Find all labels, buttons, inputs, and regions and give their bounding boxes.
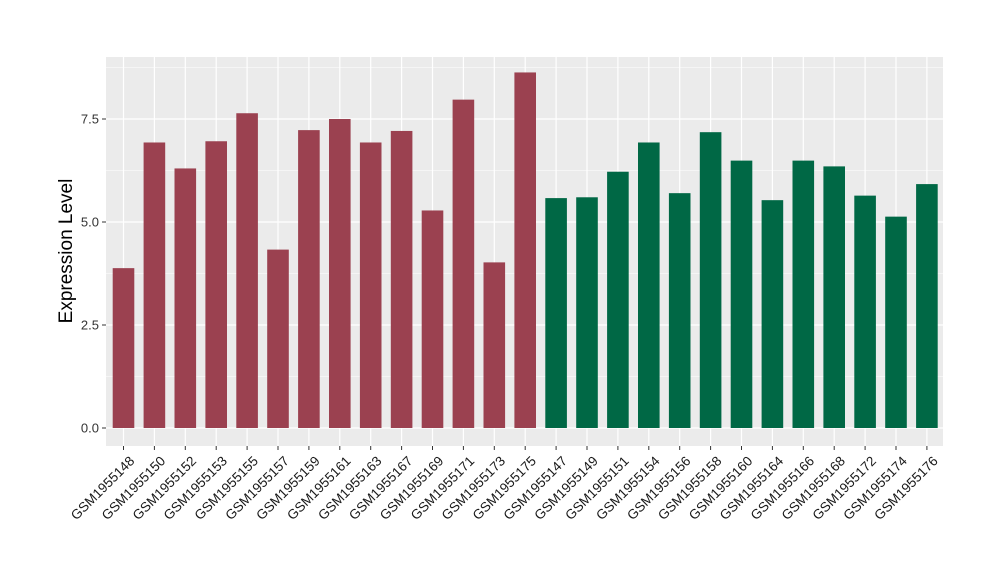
bar [329, 119, 351, 428]
bar [390, 130, 413, 428]
y-axis-label: Expression Level [56, 179, 77, 324]
bar [452, 99, 475, 429]
bar [483, 262, 506, 428]
bar [668, 193, 691, 428]
bar [699, 132, 722, 428]
bar [638, 142, 660, 428]
bars [112, 72, 938, 429]
bar [236, 113, 258, 429]
bar [205, 141, 227, 429]
bar [885, 216, 907, 428]
bar [174, 168, 197, 428]
y-tick-label: 0.0 [81, 421, 99, 436]
bar [854, 195, 876, 428]
bar [545, 198, 567, 428]
bar [730, 160, 753, 428]
bar [823, 166, 845, 428]
bar [576, 197, 598, 428]
bar [359, 142, 382, 428]
y-tick-label: 2.5 [81, 318, 99, 333]
bar [761, 200, 784, 428]
bar [916, 184, 938, 428]
y-tick-label: 7.5 [81, 112, 99, 127]
bar [143, 142, 166, 428]
bar [298, 130, 320, 428]
bar [112, 268, 135, 428]
bar [267, 249, 289, 428]
y-axis: 0.0 2.5 5.0 7.5 [81, 112, 106, 436]
y-tick-label: 5.0 [81, 215, 99, 230]
bar [607, 171, 629, 428]
bar [514, 72, 536, 428]
x-axis: GSM1955148GSM1955150GSM1955152GSM1955153… [68, 446, 941, 523]
bar [421, 210, 444, 428]
bar [792, 160, 815, 428]
